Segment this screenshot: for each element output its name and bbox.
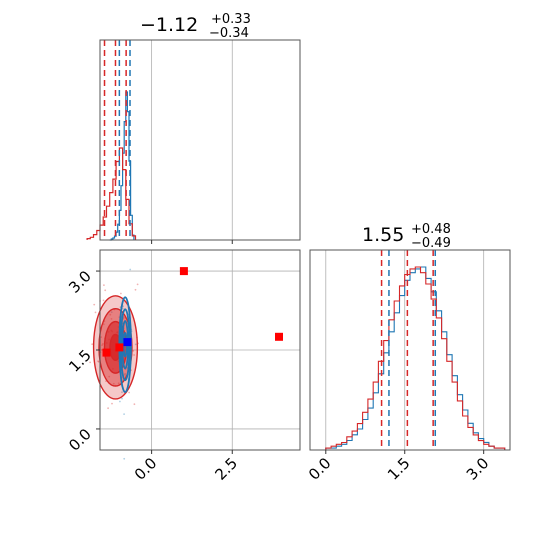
y-marginal-tick-label-2: 3.0 (463, 454, 493, 484)
joint-scatter-point (120, 292, 122, 295)
joint-scatter-point (107, 407, 109, 410)
joint-marker-0 (179, 267, 188, 276)
y-title-minus: −0.49 (411, 236, 451, 251)
joint-ytick-label-2: 3.0 (65, 267, 95, 297)
joint-scatter-point (121, 391, 123, 394)
y-marginal-histogram-series-0 (325, 266, 506, 450)
joint-scatter-point (103, 284, 105, 286)
joint-scatter-point (109, 313, 112, 316)
joint-scatter-point (98, 361, 100, 363)
joint-scatter-point (129, 268, 132, 271)
joint-scatter-point (101, 344, 103, 346)
joint-scatter-point (123, 374, 126, 376)
x-title-minus: −0.34 (209, 26, 249, 41)
y-title-plus: +0.48 (411, 222, 451, 237)
joint-ticks: 0.0 2.5 0.0 1.5 3.0 (65, 267, 241, 484)
joint-scatter-point (133, 403, 136, 406)
joint-ytick-label-0: 0.0 (65, 425, 95, 455)
joint-scatter-point (93, 303, 96, 306)
y-title-value: 1.55 (362, 224, 404, 246)
joint-scatter-point (123, 413, 125, 415)
joint-scatter-point (112, 382, 115, 385)
joint-scatter-point (102, 343, 104, 345)
x-title-plus: +0.33 (211, 12, 251, 27)
joint-scatter-point (133, 354, 136, 356)
y-marginal-tick-label-1: 1.5 (384, 454, 414, 484)
joint-scatter-point (108, 375, 111, 378)
x-marginal-histograms (86, 91, 137, 241)
joint-scatter-point (104, 289, 107, 292)
joint-scatter-point (132, 350, 135, 352)
joint-panel: 0.0 2.5 0.0 1.5 3.0 (65, 249, 301, 484)
x-marginal-grid (151, 40, 233, 240)
y-marginal-histogram-series-1 (325, 266, 506, 450)
joint-xtick-label-0: 0.0 (131, 454, 161, 484)
joint-marker-4 (102, 348, 111, 357)
joint-scatter-point (111, 402, 113, 405)
joint-scatter-point (123, 457, 126, 460)
y-marginal-quantile-lines (380, 250, 437, 450)
joint-scatter-point (94, 311, 97, 314)
joint-grid (100, 250, 300, 450)
joint-ytick-label-1: 1.5 (65, 346, 95, 376)
y-marginal-histograms (325, 266, 506, 450)
joint-marker-2 (123, 338, 132, 347)
joint-scatter-point (136, 283, 139, 286)
joint-scatter-point (128, 391, 131, 394)
x-marginal-histogram-series-1 (86, 147, 137, 240)
y-marginal-ticks: 0.0 1.5 3.0 (305, 450, 493, 484)
joint-scatter-point (89, 361, 91, 364)
x-marginal-panel: −1.12 +0.33 −0.34 (86, 12, 301, 244)
joint-markers (102, 267, 283, 357)
y-marginal-tick-label-0: 0.0 (305, 454, 335, 484)
joint-scatter-point (121, 397, 123, 400)
joint-scatter-point (100, 336, 103, 338)
joint-scatter-point (91, 343, 94, 346)
joint-scatter-point (124, 372, 126, 375)
joint-scatter-point (117, 382, 120, 385)
x-title-value: −1.12 (140, 14, 198, 36)
joint-marker-3 (115, 343, 124, 352)
x-marginal-frame (99, 39, 301, 241)
joint-marker-1 (275, 332, 283, 341)
joint-scatter-point (134, 343, 137, 346)
joint-scatter-point (102, 323, 105, 326)
joint-scatter-point (134, 288, 137, 291)
y-marginal-frame (309, 249, 511, 451)
y-marginal-panel: 0.0 1.5 3.0 1.55 +0.48 −0.49 (305, 222, 511, 484)
x-marginal-ticks (151, 240, 233, 244)
joint-scatter-point (97, 360, 99, 363)
joint-scatter-point (119, 400, 121, 403)
joint-scatter-point (110, 311, 113, 314)
joint-scatter-point (110, 318, 113, 320)
x-marginal-quantile-lines (103, 40, 131, 240)
joint-xtick-label-1: 2.5 (211, 454, 241, 484)
joint-scatter-point (102, 299, 105, 302)
